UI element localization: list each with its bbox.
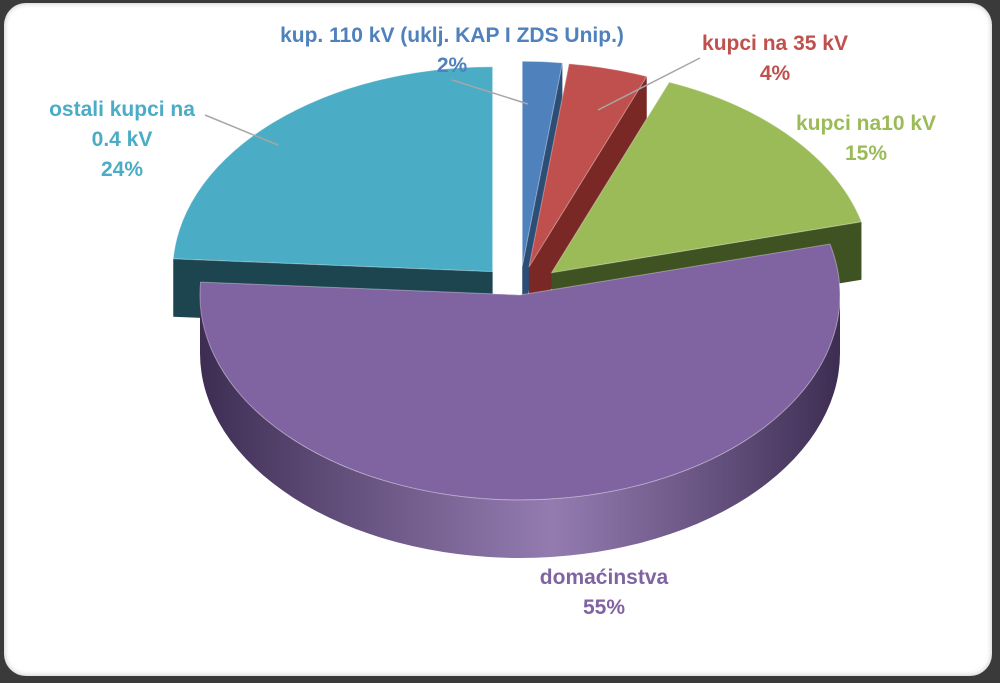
value-label-s10: 15% — [845, 142, 887, 165]
slice-top-sdom — [199, 243, 841, 501]
label-s110: kup. 110 kV (uklj. KAP I ZDS Unip.) — [280, 24, 624, 47]
label-s04: 0.4 kV — [92, 128, 153, 151]
slice-top-s10 — [550, 81, 863, 274]
value-label-s110: 2% — [437, 54, 468, 77]
pie-slice-sdom — [199, 243, 841, 558]
slice-outer-wall — [200, 295, 840, 558]
leader-line-s35 — [597, 57, 701, 111]
label-sdom: domaćinstva — [540, 566, 669, 589]
slice-top-s04 — [172, 66, 494, 273]
slice-top-s110 — [521, 60, 563, 267]
value-label-s04: 24% — [101, 158, 143, 181]
label-s04: ostali kupci na — [49, 98, 195, 121]
value-label-sdom: 55% — [583, 596, 625, 619]
value-label-s35: 4% — [760, 62, 791, 85]
slice-top-s35 — [528, 63, 648, 268]
leader-line-s110 — [451, 79, 529, 105]
label-s35: kupci na 35 kV — [702, 32, 848, 55]
leader-line-s04 — [204, 114, 279, 146]
label-s10: kupci na10 kV — [796, 112, 936, 135]
